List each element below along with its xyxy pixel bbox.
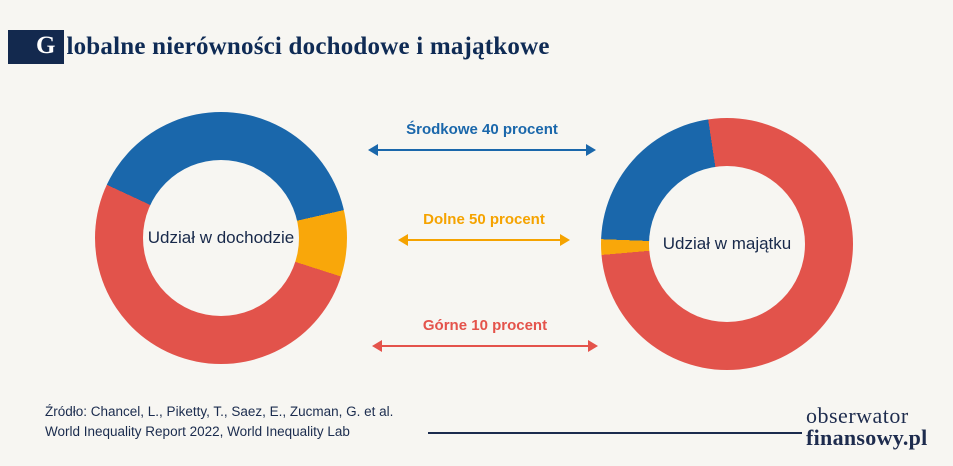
wealth-donut-label: Udział w majątku bbox=[662, 234, 792, 253]
income-donut-hole: Udział w dochodzie bbox=[143, 160, 299, 316]
logo-line-1: obserwator bbox=[806, 403, 909, 428]
page-title: G lobalne nierówności dochodowe i majątk… bbox=[8, 30, 550, 64]
legend-bottom-50-percent: Dolne 50 procent bbox=[398, 211, 570, 246]
title-text: lobalne nierówności dochodowe i majątkow… bbox=[66, 32, 550, 60]
arrow-shaft bbox=[378, 148, 586, 152]
source-note: Źródło: Chancel, L., Piketty, T., Saez, … bbox=[45, 402, 393, 441]
arrow-right-icon bbox=[586, 144, 596, 156]
legend-top-10-percent: Górne 10 procent bbox=[372, 317, 598, 352]
legend-top-10-label: Górne 10 procent bbox=[422, 317, 548, 334]
arrow-left-icon bbox=[368, 144, 378, 156]
wealth-donut-hole: Udział w majątku bbox=[649, 166, 805, 322]
source-line-2: World Inequality Report 2022, World Ineq… bbox=[45, 423, 350, 439]
double-arrow-middle-40 bbox=[368, 144, 596, 156]
logo-line-2: finansowy.pl bbox=[806, 424, 928, 450]
legend-bottom-50-label: Dolne 50 procent bbox=[423, 211, 545, 228]
income-donut-label: Udział w dochodzie bbox=[147, 228, 295, 247]
arrow-shaft bbox=[408, 238, 560, 242]
double-arrow-top-10 bbox=[372, 340, 598, 352]
legend-middle-40-label: Środkowe 40 procent bbox=[406, 121, 558, 138]
footer-divider-line bbox=[428, 432, 802, 434]
source-line-1: Źródło: Chancel, L., Piketty, T., Saez, … bbox=[45, 404, 394, 419]
legend-middle-40-percent: Środkowe 40 procent bbox=[368, 121, 596, 156]
wealth-donut-chart: Udział w majątku bbox=[601, 118, 853, 370]
arrow-right-icon bbox=[588, 340, 598, 352]
arrow-left-icon bbox=[398, 234, 408, 246]
arrow-shaft bbox=[382, 344, 588, 348]
income-donut-chart: Udział w dochodzie bbox=[95, 112, 347, 364]
arrow-left-icon bbox=[372, 340, 382, 352]
title-drop-cap: G bbox=[8, 30, 65, 64]
double-arrow-bottom-50 bbox=[398, 234, 570, 246]
obserwator-finansowy-logo: obserwator finansowy.pl bbox=[806, 405, 928, 448]
arrow-right-icon bbox=[560, 234, 570, 246]
